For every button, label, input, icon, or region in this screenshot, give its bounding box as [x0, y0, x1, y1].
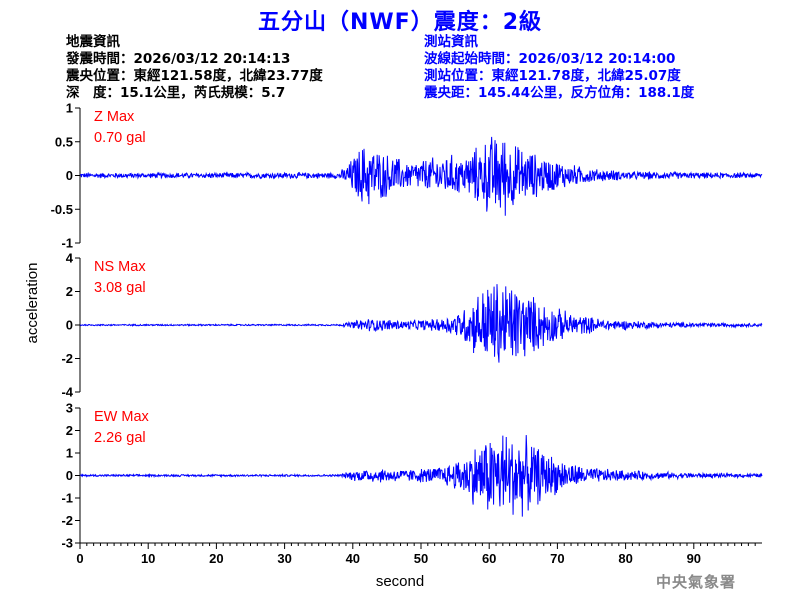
max-label-ns: NS Max: [94, 259, 146, 275]
event-depth-magnitude: 深 度：15.1公里，芮氏規模：5.7: [66, 85, 286, 101]
station-wave-start: 波線起始時間：2026/03/12 20:14:00: [424, 51, 676, 67]
event-info: 地震資訊 發震時間：2026/03/12 20:14:13 震央位置：東經121…: [66, 34, 323, 102]
x-tick-label: 60: [482, 551, 496, 566]
max-value-ew: 2.26 gal: [94, 430, 146, 446]
x-axis-label: second: [376, 573, 424, 590]
y-tick-label: -2: [61, 351, 73, 366]
y-tick-label: 1: [66, 101, 73, 116]
x-tick-label: 40: [346, 551, 360, 566]
y-tick-label: 0: [66, 168, 73, 183]
station-distance: 震央距：145.44公里，反方位角：188.1度: [424, 85, 695, 101]
y-tick-label: 0: [66, 468, 73, 483]
y-tick-label: 3: [66, 401, 73, 416]
event-time: 發震時間：2026/03/12 20:14:13: [66, 51, 291, 67]
y-tick-label: 1: [66, 446, 73, 461]
y-tick-label: 0: [66, 318, 73, 333]
x-tick-label: 0: [76, 551, 83, 566]
waveform-ew: [79, 435, 763, 517]
station-location: 測站位置：東經121.78度，北緯25.07度: [424, 68, 681, 84]
station-info-heading: 測站資訊: [424, 34, 478, 50]
max-label-ew: EW Max: [94, 409, 150, 425]
x-tick-label: 20: [209, 551, 223, 566]
max-label-z: Z Max: [94, 109, 135, 125]
waveform-z: [79, 136, 763, 216]
y-tick-label: 2: [66, 423, 73, 438]
y-tick-label: 0.5: [55, 134, 73, 149]
y-tick-label: -4: [61, 385, 73, 400]
max-value-z: 0.70 gal: [94, 130, 146, 146]
x-tick-label: 70: [550, 551, 564, 566]
y-axis-label: acceleration: [24, 263, 41, 344]
max-value-ns: 3.08 gal: [94, 280, 146, 296]
y-tick-label: -1: [61, 491, 73, 506]
event-epicenter: 震央位置：東經121.58度，北緯23.77度: [66, 68, 323, 84]
y-tick-label: -0.5: [51, 202, 73, 217]
y-tick-label: 4: [66, 251, 74, 266]
x-tick-label: 80: [618, 551, 632, 566]
y-tick-label: -3: [61, 536, 73, 551]
waveform-ns: [79, 284, 763, 363]
y-tick-label: -2: [61, 513, 73, 528]
y-tick-label: 2: [66, 284, 73, 299]
x-tick-label: 30: [277, 551, 291, 566]
station-info: 測站資訊 波線起始時間：2026/03/12 20:14:00 測站位置：東經1…: [424, 34, 694, 102]
x-tick-label: 10: [141, 551, 155, 566]
event-info-heading: 地震資訊: [66, 34, 120, 50]
y-tick-label: -1: [61, 236, 73, 251]
agency-watermark: 中央氣象署: [656, 573, 737, 591]
x-tick-label: 50: [414, 551, 428, 566]
x-tick-label: 90: [687, 551, 701, 566]
chart-title: 五分山（NWF）震度：2級: [257, 10, 542, 35]
